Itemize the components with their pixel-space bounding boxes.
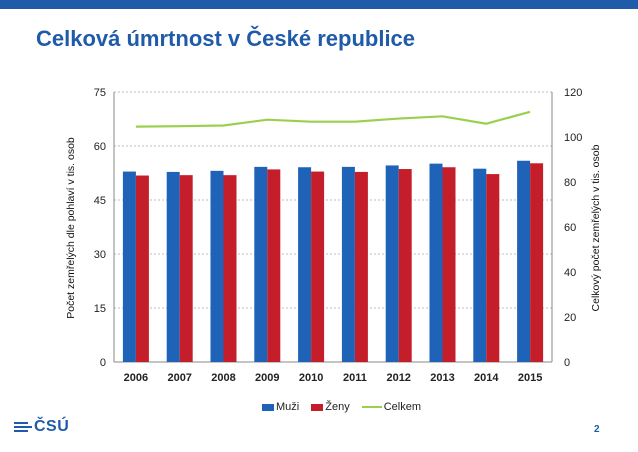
- x-tick-label: 2008: [211, 372, 235, 384]
- bar-zeny: [223, 175, 237, 362]
- bar-zeny: [530, 163, 544, 362]
- bar-zeny: [354, 171, 368, 362]
- x-tick-label: 2012: [386, 372, 410, 384]
- bar-zeny: [398, 169, 412, 362]
- legend-item-zeny: Ženy: [311, 401, 350, 413]
- y-left-tick-label: 45: [94, 195, 106, 207]
- legend-label-muzi: Muži: [276, 401, 300, 413]
- y-left-tick-label: 30: [94, 249, 106, 261]
- y-right-tick-label: 20: [564, 312, 576, 324]
- bar-muzi: [166, 171, 180, 362]
- y-right-tick-label: 120: [564, 87, 582, 99]
- y-right-tick-label: 100: [564, 132, 582, 144]
- x-tick-label: 2015: [518, 372, 542, 384]
- x-tick-label: 2007: [167, 372, 191, 384]
- y-right-tick-label: 0: [564, 357, 570, 369]
- legend-label-zeny: Ženy: [325, 401, 350, 413]
- legend-label-celkem: Celkem: [383, 401, 421, 413]
- x-tick-label: 2009: [255, 372, 279, 384]
- y-right-tick-label: 60: [564, 222, 576, 234]
- legend-item-muzi: Muži: [262, 401, 299, 413]
- bar-muzi: [298, 167, 312, 362]
- y-axis-left-label: Počet zemřelých dle pohlaví v tis. osob: [65, 137, 77, 319]
- celkem-line: [135, 110, 531, 128]
- slide-title: Celková úmrtnost v České republice: [36, 26, 416, 51]
- top-accent-bar: [0, 0, 638, 9]
- legend-item-celkem: Celkem: [361, 401, 421, 413]
- x-tick-label: 2006: [124, 372, 148, 384]
- bar-zeny: [135, 175, 149, 362]
- bar-muzi: [122, 171, 136, 362]
- y-axis-right-label: Celkový počet zemřelých v tis. osob: [590, 144, 602, 311]
- bars: [122, 160, 544, 362]
- page-number: 2: [594, 424, 600, 435]
- bar-muzi: [473, 168, 487, 362]
- bar-zeny: [311, 171, 325, 362]
- bar-muzi: [254, 166, 268, 362]
- bar-zeny: [442, 167, 456, 362]
- bar-muzi: [429, 163, 443, 362]
- logo-lines-icon: [14, 422, 32, 432]
- bar-zeny: [267, 169, 281, 362]
- bar-zeny: [486, 174, 500, 362]
- x-tick-label: 2014: [474, 372, 499, 384]
- y-left-tick-label: 15: [94, 303, 106, 315]
- legend-swatch-muzi: [262, 403, 274, 411]
- tick-labels: 0 15 30 45 60 75 0 20 40 60 80 100 120 2006 2007 2008 20…: [94, 87, 583, 384]
- x-tick-label: 2013: [430, 372, 454, 384]
- bar-muzi: [385, 165, 399, 362]
- x-tick-label: 2011: [343, 372, 367, 384]
- y-left-tick-label: 0: [100, 357, 106, 369]
- bar-muzi: [341, 166, 355, 362]
- csu-logo: ČSÚ: [14, 418, 69, 436]
- bar-zeny: [179, 175, 193, 362]
- x-tick-label: 2010: [299, 372, 323, 384]
- y-right-tick-label: 80: [564, 177, 576, 189]
- legend-swatch-zeny: [311, 403, 324, 411]
- line-celkem: [135, 110, 531, 128]
- legend-swatch-celkem: [361, 406, 382, 408]
- y-left-tick-label: 60: [94, 141, 106, 153]
- bar-muzi: [517, 160, 531, 362]
- y-left-tick-label: 75: [94, 87, 106, 99]
- bar-muzi: [210, 170, 224, 362]
- legend: Muži Ženy Celkem: [262, 401, 427, 413]
- y-right-tick-label: 40: [564, 267, 576, 279]
- logo-text: ČSÚ: [34, 418, 70, 435]
